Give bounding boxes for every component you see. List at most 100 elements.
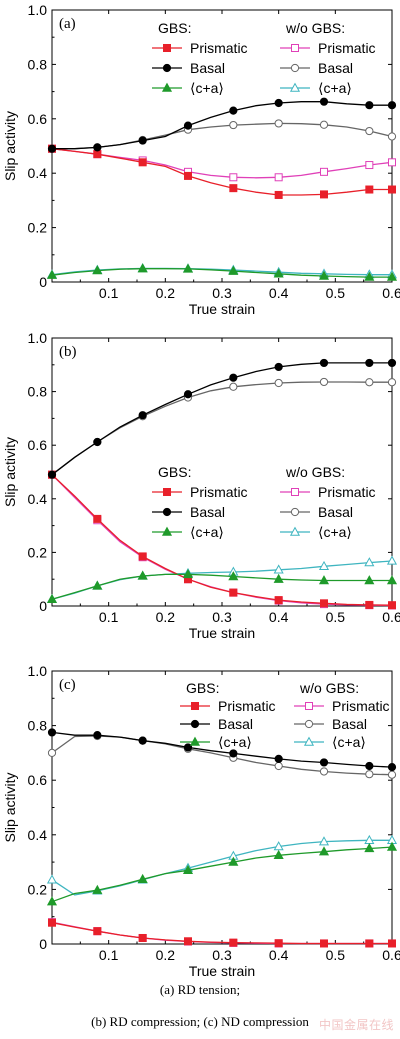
y-tick-label: 0 [39,274,47,290]
data-point [47,748,57,758]
data-point [365,378,374,387]
x-axis-label: True strain [189,963,255,979]
x-tick-label: 0.5 [326,609,346,625]
data-point [138,933,147,942]
data-point [274,119,283,128]
data-point [93,514,102,523]
data-point [93,927,102,936]
data-point [138,552,147,561]
series-line [51,731,393,768]
data-point [137,873,148,883]
data-point [184,171,192,180]
y-tick-label: 0.4 [28,165,48,181]
data-point [273,564,284,574]
x-tick-label: 0.4 [269,285,289,301]
data-point [137,263,148,273]
data-point [228,571,239,581]
legend-label: ⟨c+a⟩ [318,524,352,540]
data-point [387,101,397,110]
data-point [274,939,283,948]
data-point [93,437,102,447]
data-point [365,600,374,609]
legend-label: ⟨c+a⟩ [190,524,224,540]
y-axis-label: Slip activity [2,111,18,181]
y-tick-label: 0.2 [28,220,48,236]
legend: GBS: w/o GBS: Prismatic Prismatic Basal Basal… [152,20,376,96]
legend-marker [189,736,201,746]
legend-label: Prismatic [190,40,248,56]
data-point [46,269,58,279]
data-point [184,937,192,946]
data-point [229,938,238,947]
x-tick-label: 0.2 [156,285,176,301]
series-basal_gbs [47,728,397,772]
data-point [229,120,238,130]
data-point [229,588,238,597]
series-ca_gbs [46,841,398,906]
data-point [273,849,284,859]
figure-caption-line-2: (b) RD compression; (c) ND compression [91,1014,309,1029]
y-tick-label: 0.8 [28,384,48,400]
series-line [51,839,392,896]
series-prismatic_gbs [48,144,396,199]
legend-label: Prismatic [318,484,376,500]
legend-label: ⟨c+a⟩ [318,80,352,96]
data-point [386,575,398,585]
legend-label: Basal [318,60,353,76]
x-tick-label: 0.5 [326,285,346,301]
data-point [46,593,58,603]
data-point [274,173,283,182]
data-point [273,573,284,583]
series-line [51,267,392,276]
legend-header-gbs: GBS: [158,20,191,36]
panel-label: (a) [59,16,76,32]
data-point [46,874,58,884]
chart-panel-3: 0 0.2 0.4 0.6 0.8 1.0 0.1 0.2 0.3 0.4 0.5 0.6 True s… [2,663,400,979]
data-point [274,98,283,108]
data-point [138,736,147,745]
y-tick-label: 1.0 [28,663,48,679]
legend-header-wo-gbs: w/o GBS: [285,464,345,480]
data-point [320,167,328,176]
x-tick-label: 0.3 [212,609,232,625]
data-point [318,560,330,571]
legend-marker [305,702,313,710]
x-tick-label: 0.3 [212,947,232,963]
y-tick-label: 0.6 [28,111,48,127]
x-tick-label: 0.1 [99,285,119,301]
y-tick-label: 0.6 [28,437,48,453]
x-tick-label: 0.4 [269,947,289,963]
data-point [318,836,330,846]
series-line [51,922,392,945]
data-point [229,106,238,115]
x-tick-label: 0.2 [156,947,176,963]
data-point [365,101,374,110]
data-point [274,761,283,771]
data-point [388,601,396,610]
legend-label: Basal [218,716,253,732]
x-tick-label: 0.6 [382,285,400,301]
data-point [47,728,57,737]
series-line [51,474,393,606]
series-line [51,846,393,903]
series-line [51,148,392,196]
series-ca_wo [46,555,398,603]
data-point [229,749,238,758]
data-point [388,158,396,167]
data-point [183,390,193,399]
legend-marker [291,44,299,52]
data-point [365,161,374,170]
legend-label: Basal [190,504,225,520]
figure-caption-line-1: (a) RD tension; [159,982,241,997]
data-point [229,184,238,193]
y-tick-label: 0.2 [28,881,48,897]
data-point [365,761,374,771]
y-tick-label: 1.0 [28,330,48,346]
series-basal_gbs [47,97,397,153]
legend-marker [161,82,173,92]
data-point [138,136,147,145]
data-point [318,575,330,585]
data-point [274,596,283,605]
panel-label: (c) [59,677,76,693]
data-point [386,841,398,851]
